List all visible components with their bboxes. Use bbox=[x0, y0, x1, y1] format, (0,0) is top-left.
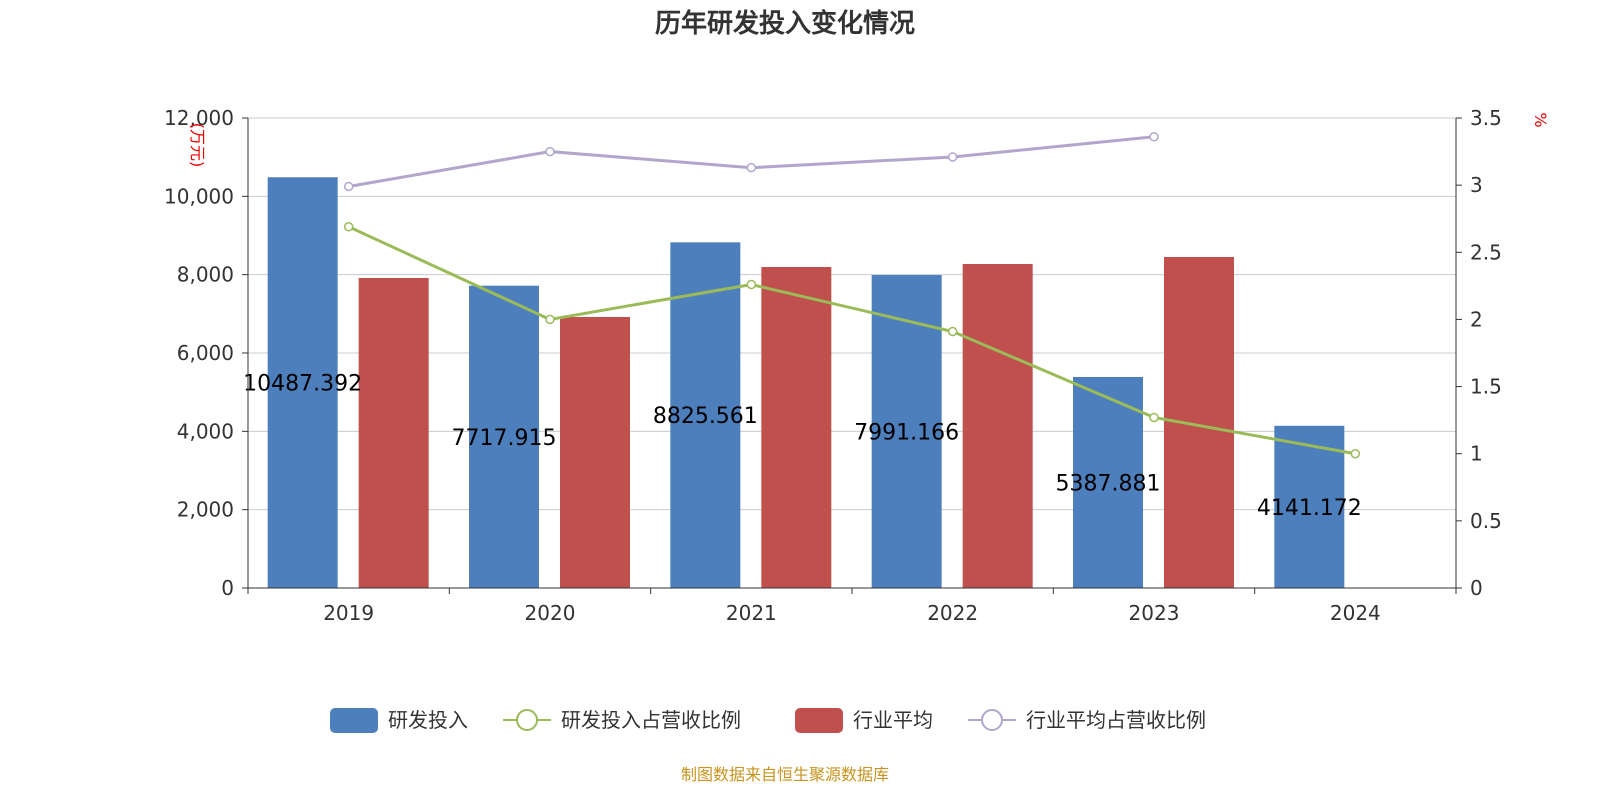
legend-label: 行业平均 bbox=[853, 708, 933, 732]
left-tick-label: 12,000 bbox=[164, 106, 234, 130]
legend-label: 研发投入占营收比例 bbox=[561, 708, 741, 732]
bar-data-label: 7717.915 bbox=[452, 426, 557, 451]
bar-data-label: 4141.172 bbox=[1257, 496, 1362, 521]
chart-title: 历年研发投入变化情况 bbox=[655, 8, 915, 39]
left-tick-label: 6,000 bbox=[177, 341, 234, 365]
line-point bbox=[947, 152, 958, 162]
bar-rd bbox=[267, 177, 338, 588]
bar-rd bbox=[469, 285, 539, 588]
line-point bbox=[746, 162, 757, 173]
x-tick-label: 2023 bbox=[1129, 601, 1180, 625]
bar-rd bbox=[1274, 425, 1345, 588]
line-industry-ratio bbox=[348, 135, 1155, 188]
line-point bbox=[1350, 448, 1361, 459]
x-tick-label: 2019 bbox=[323, 601, 374, 625]
line-point bbox=[343, 222, 354, 232]
line-point bbox=[746, 279, 757, 290]
right-tick-label: 2.5 bbox=[1470, 240, 1502, 264]
right-tick-label: 3 bbox=[1470, 173, 1483, 197]
line-point bbox=[545, 314, 555, 325]
line-point bbox=[1149, 132, 1159, 142]
right-tick-label: 3.5 bbox=[1470, 106, 1502, 130]
legend-marker bbox=[516, 709, 538, 731]
bar-data-label: 10487.392 bbox=[243, 372, 362, 397]
bar-data-label: 7991.166 bbox=[854, 421, 959, 446]
legend-label: 行业平均占营收比例 bbox=[1026, 708, 1206, 732]
bar-industry bbox=[962, 264, 1033, 588]
x-tick-label: 2021 bbox=[726, 601, 777, 625]
bar-rd bbox=[1073, 376, 1143, 588]
bar-rd bbox=[670, 242, 741, 588]
x-tick-label: 2022 bbox=[927, 601, 978, 625]
line-point bbox=[947, 326, 958, 337]
right-tick-label: 0.5 bbox=[1470, 509, 1502, 533]
source-note: 制图数据来自恒生聚源数据库 bbox=[681, 765, 889, 784]
bar-industry bbox=[560, 317, 630, 588]
line-point bbox=[1149, 412, 1159, 423]
left-axis-label: (万元) bbox=[188, 123, 207, 168]
bar-data-label: 8825.561 bbox=[653, 404, 758, 429]
bar-data-label: 5387.881 bbox=[1056, 471, 1161, 496]
legend-swatch bbox=[795, 708, 843, 733]
bar-industry bbox=[358, 277, 429, 588]
left-tick-label: 8,000 bbox=[177, 263, 234, 287]
left-tick-label: 10,000 bbox=[164, 184, 234, 208]
x-tick-label: 2020 bbox=[525, 601, 576, 625]
left-tick-label: 2,000 bbox=[177, 498, 234, 522]
legend-label: 研发投入 bbox=[388, 708, 468, 732]
legend-swatch bbox=[330, 708, 378, 733]
right-tick-label: 1 bbox=[1470, 442, 1483, 466]
right-axis-label: % bbox=[1531, 112, 1550, 127]
bar-industry bbox=[761, 266, 832, 588]
line-point bbox=[545, 146, 555, 157]
line-point bbox=[343, 181, 354, 192]
right-tick-label: 1.5 bbox=[1470, 375, 1502, 399]
right-tick-label: 2 bbox=[1470, 307, 1483, 331]
line-rd-ratio bbox=[348, 225, 1356, 456]
right-tick-label: 0 bbox=[1470, 576, 1483, 600]
legend-marker bbox=[981, 709, 1003, 731]
x-tick-label: 2024 bbox=[1330, 601, 1381, 625]
left-tick-label: 4,000 bbox=[177, 419, 234, 443]
left-tick-label: 0 bbox=[221, 576, 234, 600]
